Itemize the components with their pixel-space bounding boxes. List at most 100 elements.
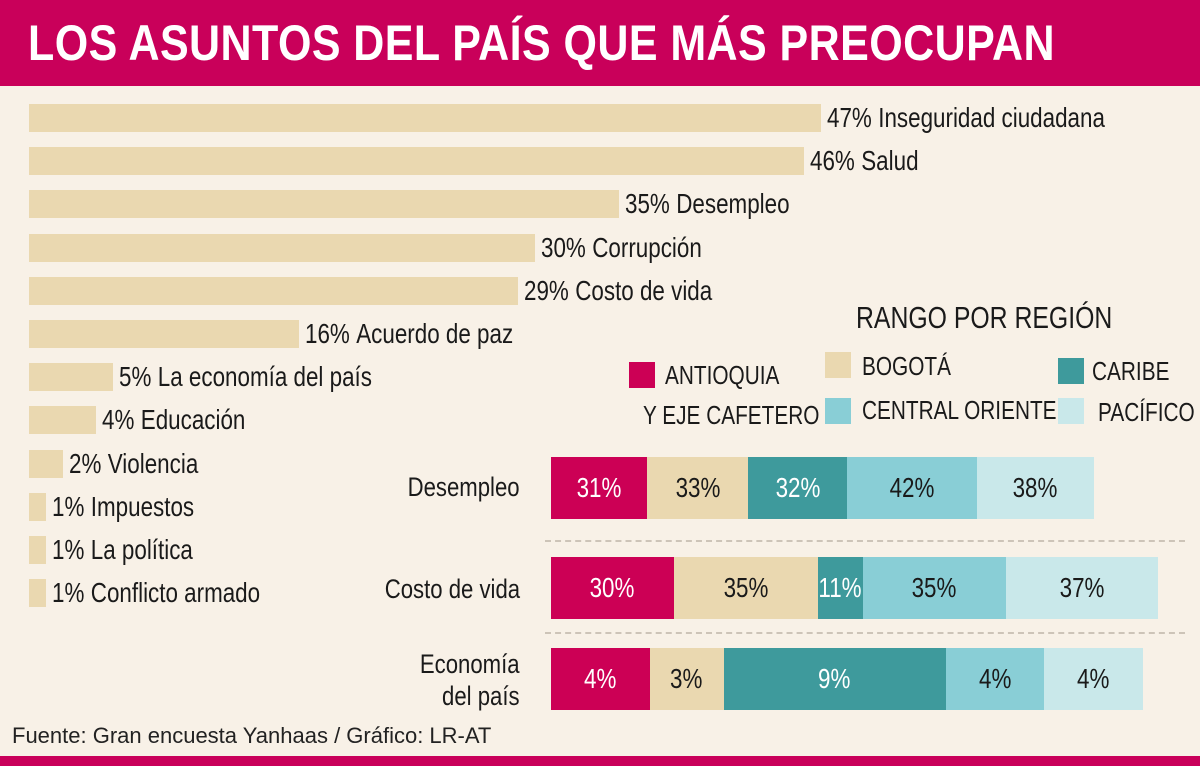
bar-row: 30% Corrupción xyxy=(29,232,742,264)
bar-value-label: 35% xyxy=(624,188,670,220)
category-label: Corrupción xyxy=(591,231,702,263)
stacked-bar: 31% 33% 32% 42% 38% xyxy=(551,457,1094,519)
bar-segment: 32% xyxy=(748,457,848,519)
legend-swatch xyxy=(1058,398,1084,424)
region-chart-title: RANGO POR REGIÓN xyxy=(856,300,1113,335)
row-category-text: Economía xyxy=(420,649,520,679)
category-label: Costo de vida xyxy=(574,274,712,306)
legend-swatch xyxy=(825,352,851,378)
bar-label: 1% Impuestos xyxy=(52,491,194,523)
legend-label: CARIBE xyxy=(1092,356,1189,387)
bar-value-label: 2% xyxy=(68,447,102,479)
category-label: Impuestos xyxy=(90,490,194,522)
bar-value-label: 46% xyxy=(810,145,855,177)
bar-value-label: 30% xyxy=(540,231,586,263)
bar-segment: 38% xyxy=(976,457,1094,519)
segment-value-label: 38% xyxy=(1012,472,1058,503)
bar-row: 46% Salud xyxy=(29,145,946,177)
chart-title: LOS ASUNTOS DEL PAÍS QUE MÁS PREOCUPAN xyxy=(28,15,1055,71)
row-category-label: Desempleo xyxy=(300,471,520,503)
bar-label: 2% Violencia xyxy=(69,448,198,480)
segment-value-label: 31% xyxy=(576,472,622,503)
row-category-label: Costo de vida xyxy=(300,573,520,605)
source-note: Fuente: Gran encuesta Yanhaas / Gráfico:… xyxy=(12,723,492,748)
bar-label: 47% Inseguridad ciudadana xyxy=(827,102,1105,134)
bar-row: 5% La economía del país xyxy=(29,361,435,393)
bar-label: 46% Salud xyxy=(810,145,919,177)
bar xyxy=(29,406,97,435)
bar-segment: 4% xyxy=(551,648,650,710)
bar-row: 1% Conflicto armado xyxy=(29,577,312,609)
legend-swatch xyxy=(629,362,655,388)
segment-value-label: 30% xyxy=(590,572,635,603)
bar-value-label: 16% xyxy=(304,318,350,349)
bar-value-label: 1% xyxy=(51,534,85,565)
bar-row: 1% Impuestos xyxy=(29,491,229,523)
legend-swatch xyxy=(1058,358,1084,384)
bar-label: 5% La economía del país xyxy=(119,361,372,393)
legend-label: CENTRAL ORIENTE xyxy=(862,395,1105,426)
bar-segment: 4% xyxy=(1044,648,1143,710)
category-label: Acuerdo de paz xyxy=(355,318,513,349)
segment-value-label: 35% xyxy=(912,572,957,603)
footer-bar xyxy=(0,756,1200,766)
legend-swatch xyxy=(825,398,851,424)
bar xyxy=(29,449,63,478)
bar-label: 1% Conflicto armado xyxy=(52,577,260,609)
bar-segment: 30% xyxy=(551,557,675,619)
segment-value-label: 4% xyxy=(1077,663,1110,694)
segment-value-label: 33% xyxy=(675,472,720,503)
bar xyxy=(29,320,299,348)
category-label: Desempleo xyxy=(675,188,790,220)
stacked-bar: 30% 35% 11% 35% 37% xyxy=(551,557,1158,619)
category-label: Violencia xyxy=(107,447,198,479)
bar-label: 4% Educación xyxy=(102,404,245,436)
bar-label: 29% Costo de vida xyxy=(524,275,712,307)
row-category-text: Desempleo xyxy=(408,472,520,502)
bar xyxy=(29,104,821,132)
legend-label: PACÍFICO xyxy=(1098,397,1200,428)
segment-value-label: 35% xyxy=(723,572,769,603)
category-label: Salud xyxy=(861,145,919,177)
bar xyxy=(29,233,535,262)
row-category-label: del país xyxy=(300,680,520,712)
bar xyxy=(29,190,619,219)
segment-value-label: 37% xyxy=(1059,572,1105,603)
bar-value-label: 1% xyxy=(51,577,85,609)
segment-value-label: 4% xyxy=(584,663,617,694)
bar-segment: 37% xyxy=(1006,557,1158,619)
bar-value-label: 1% xyxy=(51,490,85,522)
bar-segment: 3% xyxy=(649,648,724,710)
row-divider xyxy=(545,540,1185,542)
bar-value-label: 29% xyxy=(523,274,569,306)
bar-value-label: 47% xyxy=(826,102,872,133)
segment-value-label: 4% xyxy=(978,663,1012,694)
legend-label-text: BOGOTÁ xyxy=(862,351,951,381)
legend-label-text: Y EJE CAFETERO xyxy=(643,400,820,430)
legend-label-text: ANTIOQUIA xyxy=(665,360,780,390)
bar-segment: 42% xyxy=(847,457,977,519)
bar-label: 30% Corrupción xyxy=(541,232,702,264)
category-label: La política xyxy=(90,534,193,565)
segment-value-label: 3% xyxy=(670,663,703,694)
bar xyxy=(29,579,46,608)
row-divider xyxy=(545,632,1185,634)
bar-row: 35% Desempleo xyxy=(29,188,830,220)
bar xyxy=(29,492,46,521)
bar xyxy=(29,276,518,305)
category-label: Conflicto armado xyxy=(90,577,260,609)
legend-label: BOGOTÁ xyxy=(862,351,973,382)
category-label: La economía del país xyxy=(158,361,373,393)
bar xyxy=(29,147,805,176)
segment-value-label: 11% xyxy=(818,572,862,603)
bar-segment: 9% xyxy=(723,648,946,710)
row-category-text: del país xyxy=(442,681,520,711)
segment-value-label: 42% xyxy=(889,472,935,503)
bar-segment: 31% xyxy=(551,457,647,519)
category-label: Educación xyxy=(141,404,246,436)
bar-row: 47% Inseguridad ciudadana xyxy=(29,102,1174,134)
bar xyxy=(29,536,46,564)
bar-value-label: 5% xyxy=(119,361,152,393)
bar-segment: 35% xyxy=(674,557,818,619)
header-banner: LOS ASUNTOS DEL PAÍS QUE MÁS PREOCUPAN xyxy=(0,0,1200,86)
